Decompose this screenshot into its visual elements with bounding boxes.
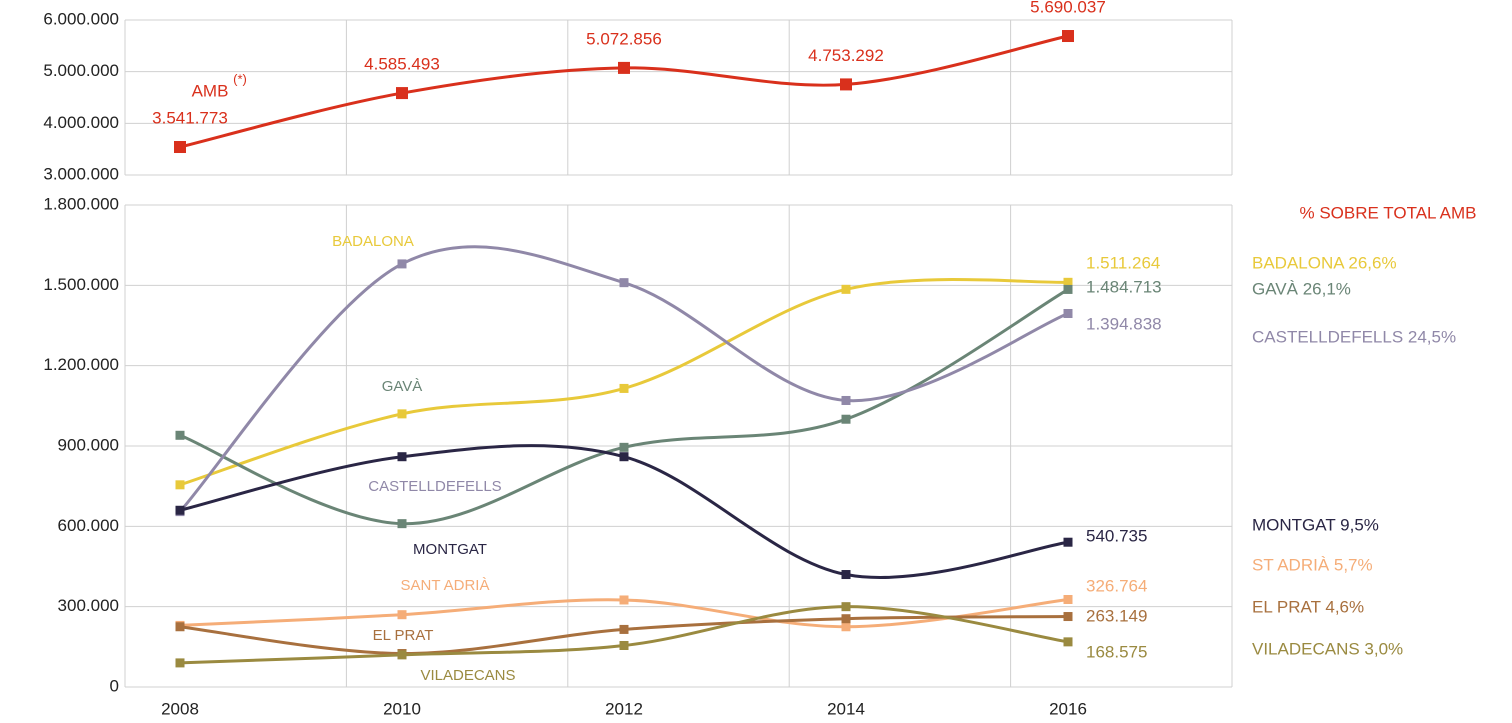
x-tick-label: 2010	[383, 699, 421, 718]
line	[179, 605, 1069, 665]
y-tick-label: 1.800.000	[43, 194, 119, 213]
marker	[397, 452, 407, 462]
y-tick-label: 5.000.000	[43, 61, 119, 80]
marker	[619, 624, 629, 634]
y-tick-label: 900.000	[58, 435, 119, 454]
value-label: 540.735	[1086, 526, 1147, 545]
legend-entry: MONTGAT 9,5%	[1252, 515, 1379, 534]
marker	[174, 141, 186, 154]
marker	[175, 480, 185, 490]
marker	[175, 658, 185, 668]
line	[179, 444, 1069, 579]
annotation: (*)	[233, 71, 247, 86]
marker	[1063, 537, 1073, 547]
marker	[841, 622, 851, 632]
marker	[619, 640, 629, 650]
marker	[618, 61, 630, 74]
line	[179, 288, 1069, 526]
y-tick-label: 600.000	[58, 516, 119, 535]
marker	[841, 614, 851, 624]
series-label: EL PRAT	[373, 627, 434, 644]
y-tick-label: 0	[110, 676, 119, 695]
marker	[619, 442, 629, 452]
marker	[841, 602, 851, 612]
series-label: CASTELLDEFELLS	[368, 478, 501, 495]
value-label: 1.484.713	[1086, 277, 1162, 296]
x-tick-label: 2016	[1049, 699, 1087, 718]
legend-entry: VILADECANS 3,0%	[1252, 639, 1403, 658]
marker	[1063, 612, 1073, 622]
y-tick-label: 3.000.000	[43, 164, 119, 183]
value-label: 4.753.292	[808, 46, 884, 65]
series-label: VILADECANS	[420, 667, 515, 684]
legend-entry: ST ADRIÀ 5,7%	[1252, 555, 1373, 574]
value-label: 5.690.037	[1030, 0, 1106, 16]
legend-entry: GAVÀ 26,1%	[1252, 279, 1351, 298]
marker	[397, 409, 407, 419]
legend-title: % SOBRE TOTAL AMB	[1300, 203, 1477, 222]
marker	[396, 87, 408, 100]
marker	[1063, 277, 1073, 287]
value-label: 168.575	[1086, 642, 1147, 661]
value-label: 3.541.773	[152, 108, 228, 127]
series-label: MONTGAT	[413, 541, 487, 558]
marker	[397, 259, 407, 269]
marker	[175, 430, 185, 440]
marker	[619, 278, 629, 288]
marker	[841, 395, 851, 405]
y-tick-label: 4.000.000	[43, 113, 119, 132]
value-label: 326.764	[1086, 576, 1147, 595]
line	[179, 34, 1069, 149]
marker	[841, 570, 851, 580]
value-label: 5.072.856	[586, 29, 662, 48]
annotation: AMB	[192, 81, 229, 100]
marker	[619, 383, 629, 393]
series-label: BADALONA	[332, 233, 414, 250]
y-tick-label: 1.500.000	[43, 275, 119, 294]
x-tick-label: 2014	[827, 699, 865, 718]
marker	[175, 505, 185, 515]
legend-entry: EL PRAT 4,6%	[1252, 597, 1364, 616]
marker	[1063, 594, 1073, 604]
value-label: 263.149	[1086, 606, 1147, 625]
value-label: 1.394.838	[1086, 314, 1162, 333]
y-tick-label: 300.000	[58, 596, 119, 615]
value-label: 4.585.493	[364, 55, 440, 74]
marker	[1062, 30, 1074, 43]
y-tick-label: 1.200.000	[43, 355, 119, 374]
marker	[840, 78, 852, 91]
marker	[397, 610, 407, 620]
marker	[619, 595, 629, 605]
marker	[1063, 308, 1073, 318]
y-tick-label: 6.000.000	[43, 9, 119, 28]
marker	[1063, 637, 1073, 647]
marker	[619, 452, 629, 462]
x-tick-label: 2008	[161, 699, 199, 718]
marker	[841, 414, 851, 424]
legend-entry: BADALONA 26,6%	[1252, 253, 1397, 272]
marker	[397, 519, 407, 529]
marker	[1063, 284, 1073, 294]
marker	[175, 622, 185, 632]
value-label: 1.511.264	[1086, 253, 1160, 272]
marker	[397, 650, 407, 660]
legend-entry: CASTELLDEFELLS 24,5%	[1252, 327, 1456, 346]
series-label: GAVÀ	[382, 378, 423, 395]
x-tick-label: 2012	[605, 699, 643, 718]
marker	[841, 284, 851, 294]
series-label: SANT ADRIÀ	[401, 577, 490, 594]
